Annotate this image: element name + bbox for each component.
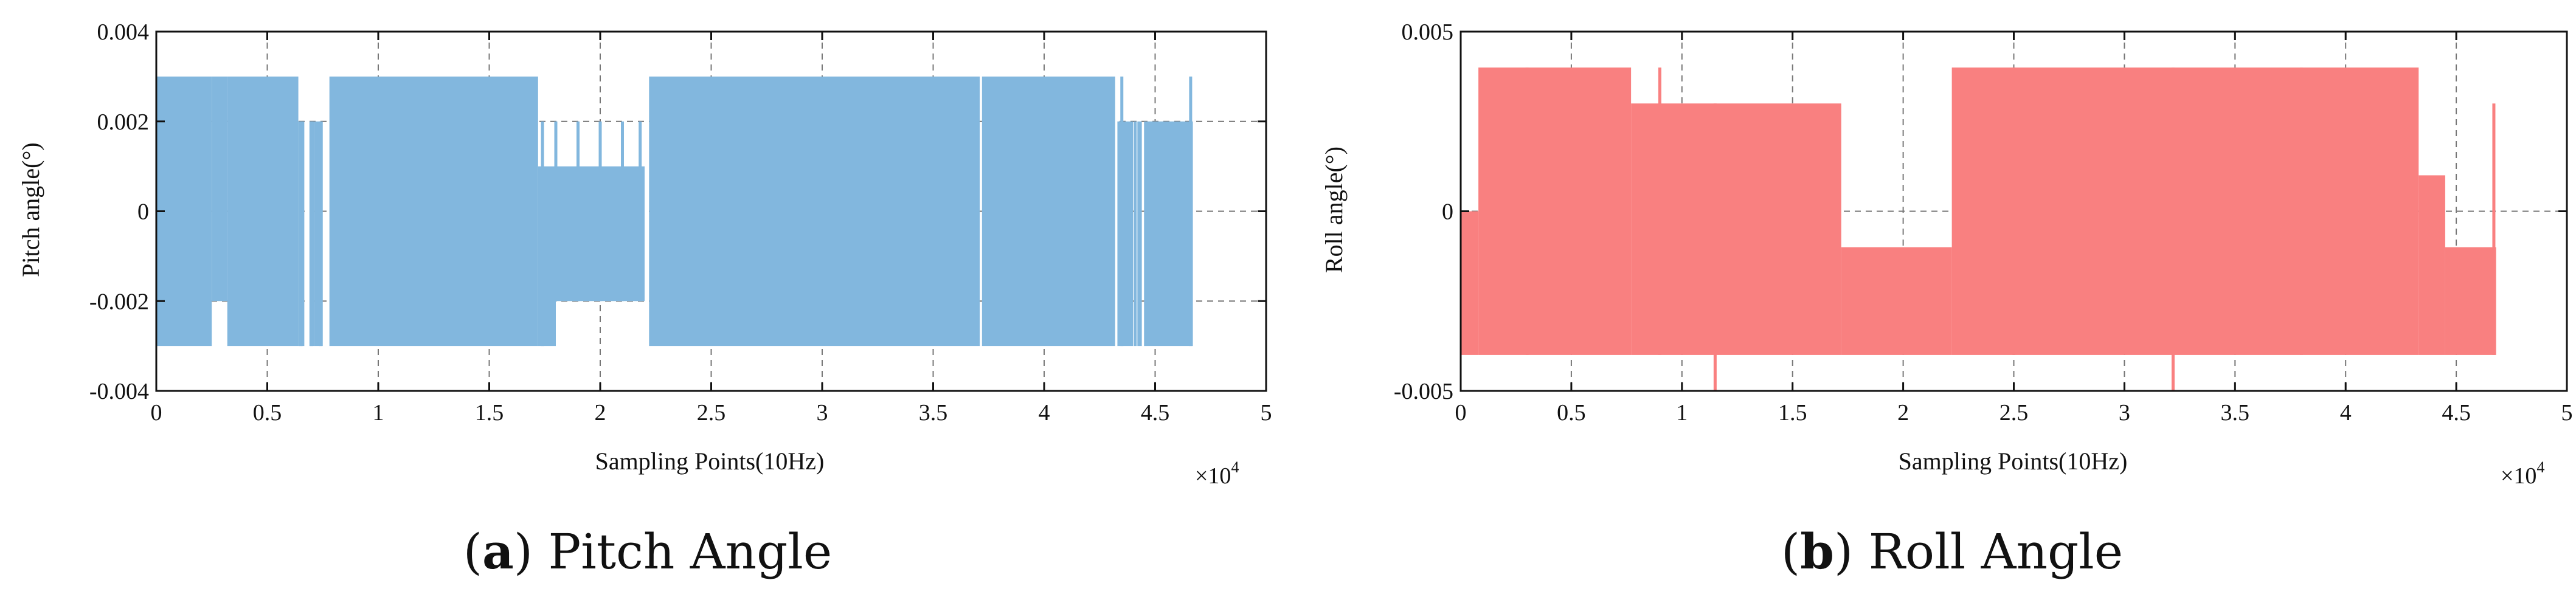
panel-a: 0 0.5 1 1.5 2 2.5 3 3.5 4 4.5 5 -0.004 -0.002 0 0.002 0… bbox=[17, 19, 1272, 580]
signal-band bbox=[1144, 121, 1193, 347]
x-tick-label: 1 bbox=[373, 400, 384, 426]
signal-band bbox=[2445, 247, 2496, 355]
x-tick-label: 1.5 bbox=[475, 400, 504, 426]
panel-b-x-axis-label: Sampling Points(10Hz) bbox=[1899, 447, 2128, 475]
signal-band bbox=[1478, 67, 1632, 355]
signal-band bbox=[982, 76, 1115, 347]
x-tick-label: 5 bbox=[1261, 400, 1272, 426]
signal-band bbox=[649, 76, 980, 347]
x-tick-label: 2 bbox=[1897, 400, 1909, 426]
x-tick-label: 0 bbox=[1455, 400, 1467, 426]
signal-band bbox=[538, 166, 556, 347]
signal-band bbox=[156, 76, 212, 347]
x-tick-label: 3 bbox=[817, 400, 828, 426]
x-tick-label: 4.5 bbox=[1141, 400, 1170, 426]
panel-a-y-axis-label: Pitch angle(°) bbox=[17, 142, 44, 277]
y-tick-label: -0.005 bbox=[1394, 379, 1453, 404]
signal-band bbox=[1841, 247, 1952, 355]
y-tick-label: 0 bbox=[137, 199, 149, 225]
signal-band bbox=[1461, 211, 1479, 355]
x-tick-label: 4 bbox=[2340, 400, 2352, 426]
signal-band bbox=[329, 76, 538, 347]
signal-band bbox=[212, 76, 227, 302]
y-tick-label: 0.002 bbox=[97, 109, 150, 135]
x-tick-label: 1 bbox=[1676, 400, 1688, 426]
x-tick-label: 0.5 bbox=[253, 400, 282, 426]
y-tick-label: -0.004 bbox=[89, 379, 149, 404]
signal-band bbox=[1951, 67, 2419, 355]
x-tick-label: 3.5 bbox=[2221, 400, 2250, 426]
x-tick-label: 4.5 bbox=[2442, 400, 2471, 426]
x-tick-label: 3.5 bbox=[919, 400, 948, 426]
signal-band bbox=[1117, 121, 1133, 347]
panel-a-x-multiplier: ×104 bbox=[1195, 458, 1239, 489]
x-tick-label: 4 bbox=[1039, 400, 1050, 426]
x-tick-label: 3 bbox=[2119, 400, 2130, 426]
x-tick-label: 2 bbox=[595, 400, 606, 426]
x-tick-label: 2.5 bbox=[2000, 400, 2029, 426]
signal-band bbox=[1631, 103, 1841, 355]
panel-a-ticks: 0 0.5 1 1.5 2 2.5 3 3.5 4 4.5 5 -0.004 -0.002 0 0.002 0… bbox=[89, 19, 1272, 426]
signal-band bbox=[2418, 175, 2445, 355]
panel-b-y-axis-label: Roll angle(°) bbox=[1320, 147, 1348, 273]
panel-a-x-axis-label: Sampling Points(10Hz) bbox=[595, 447, 825, 475]
x-tick-label: 2.5 bbox=[697, 400, 726, 426]
x-tick-label: 5 bbox=[2561, 400, 2573, 426]
signal-band bbox=[1137, 121, 1142, 347]
panel-b-x-multiplier: ×104 bbox=[2501, 458, 2544, 489]
y-tick-label: -0.002 bbox=[89, 289, 149, 314]
panel-a-caption: (a) Pitch Angle bbox=[463, 523, 832, 580]
y-tick-label: 0 bbox=[1442, 199, 1453, 225]
signal-band bbox=[227, 76, 299, 347]
panel-b-caption: (b) Roll Angle bbox=[1781, 523, 2123, 580]
y-tick-label: 0.005 bbox=[1402, 19, 1454, 45]
panel-a-plot bbox=[156, 32, 1266, 391]
panel-b-plot bbox=[1461, 32, 2567, 391]
x-tick-label: 1.5 bbox=[1778, 400, 1807, 426]
x-tick-label: 0.5 bbox=[1557, 400, 1586, 426]
x-tick-label: 0 bbox=[151, 400, 162, 426]
y-tick-label: 0.004 bbox=[97, 19, 150, 45]
